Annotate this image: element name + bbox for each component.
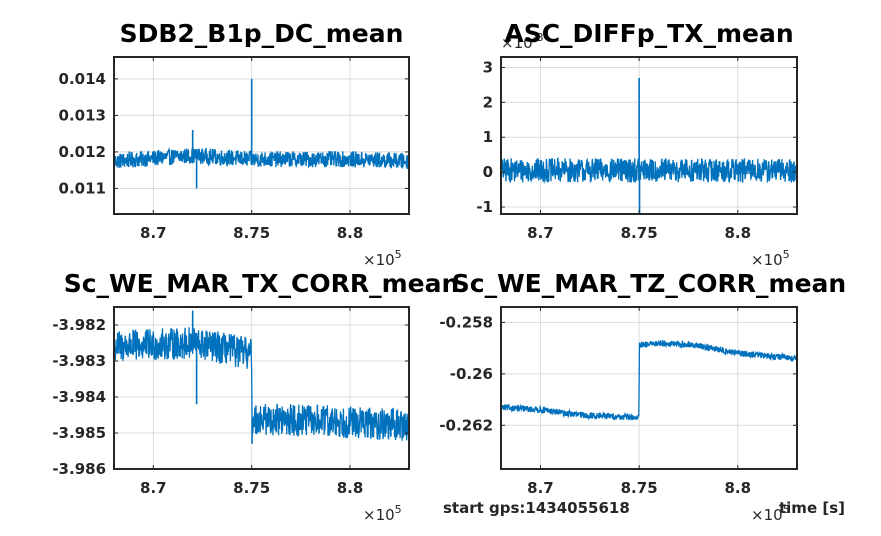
x-exponent-power: 5: [783, 248, 790, 261]
chart-title: Sc_WE_MAR_TZ_CORR_mean: [452, 269, 846, 298]
panel-sdb2-b1p-dc-mean: 8.7 8.75 8.8 0.011 0.012 0.013 0.014 ×105 SDB2_B…: [59, 19, 410, 269]
x-tick-label: 8.75: [233, 224, 270, 242]
footer-time-label: time [s]: [779, 499, 845, 517]
plot-area: [501, 57, 797, 214]
x-exponent-power: 5: [395, 503, 402, 516]
x-exponent-label: ×105: [363, 248, 402, 269]
y-tick-label: 0.014: [59, 70, 106, 88]
axes-frame: [113, 56, 410, 215]
y-tick-label: -3.983: [52, 352, 106, 370]
series-line: [501, 157, 797, 185]
axes-frame: [500, 306, 798, 470]
axes-frame: [500, 56, 798, 215]
y-tick-label: 2: [483, 93, 493, 111]
x-exponent-label: ×105: [751, 248, 790, 269]
chart-title: Sc_WE_MAR_TX_CORR_mean: [64, 269, 460, 298]
series-line: [114, 147, 409, 170]
y-tick-label: -3.986: [52, 460, 106, 478]
chart-title: SDB2_B1p_DC_mean: [120, 19, 404, 48]
y-tick-label: 3: [483, 58, 493, 76]
y-tick-label: -0.26: [450, 365, 493, 383]
y-tick-label: 0: [483, 163, 493, 181]
y-tick-label: -3.982: [52, 316, 106, 334]
plot-area: [501, 307, 797, 469]
y-tick-label: 1: [483, 128, 493, 146]
y-tick-label: -3.985: [52, 424, 106, 442]
x-tick-label: 8.8: [337, 479, 364, 497]
x-exponent-power: 5: [395, 248, 402, 261]
x-tick-label: 8.75: [621, 224, 658, 242]
series-line: [501, 339, 797, 421]
y-tick-label: -0.262: [439, 416, 493, 434]
x-tick-label: 8.8: [725, 224, 752, 242]
x-tick-label: 8.7: [527, 224, 554, 242]
chart-title: ASC_DIFFp_TX_mean: [504, 19, 793, 48]
y-tick-label: -0.258: [439, 313, 493, 331]
panel-sc-we-mar-tz-corr-mean: 8.7 8.75 8.8 -0.262 -0.26 -0.258 ×105 Sc_WE_MAR…: [439, 269, 846, 524]
x-tick-label: 8.7: [140, 479, 167, 497]
x-tick-label: 8.7: [140, 224, 167, 242]
x-tick-label: 8.8: [725, 479, 752, 497]
footer-start-gps: start gps:1434055618: [443, 499, 630, 517]
y-tick-label: 0.013: [59, 106, 106, 124]
y-tick-label: 0.011: [59, 179, 106, 197]
x-tick-label: 8.75: [233, 479, 270, 497]
x-tick-label: 8.8: [337, 224, 364, 242]
y-exponent-power: -3: [533, 31, 544, 44]
panel-asc-diffp-tx-mean: 8.7 8.75 8.8-10123×105×10-3ASC_DIFFp_TX_me…: [476, 19, 798, 269]
x-exponent-power: 5: [783, 503, 790, 516]
series-line: [114, 327, 409, 441]
x-exponent-label: ×105: [751, 503, 790, 524]
plot-area: [114, 57, 409, 214]
y-tick-label: -1: [476, 198, 493, 216]
axes-frame: [113, 306, 410, 470]
y-tick-label: -3.984: [52, 388, 106, 406]
plot-area: [114, 307, 409, 469]
x-exponent-label: ×105: [363, 503, 402, 524]
x-tick-label: 8.75: [621, 479, 658, 497]
panel-sc-we-mar-tx-corr-mean: 8.7 8.75 8.8 -3.986 -3.985 -3.984 -3.983 -3.982…: [52, 269, 459, 524]
y-tick-label: 0.012: [59, 143, 106, 161]
x-tick-label: 8.7: [527, 479, 554, 497]
